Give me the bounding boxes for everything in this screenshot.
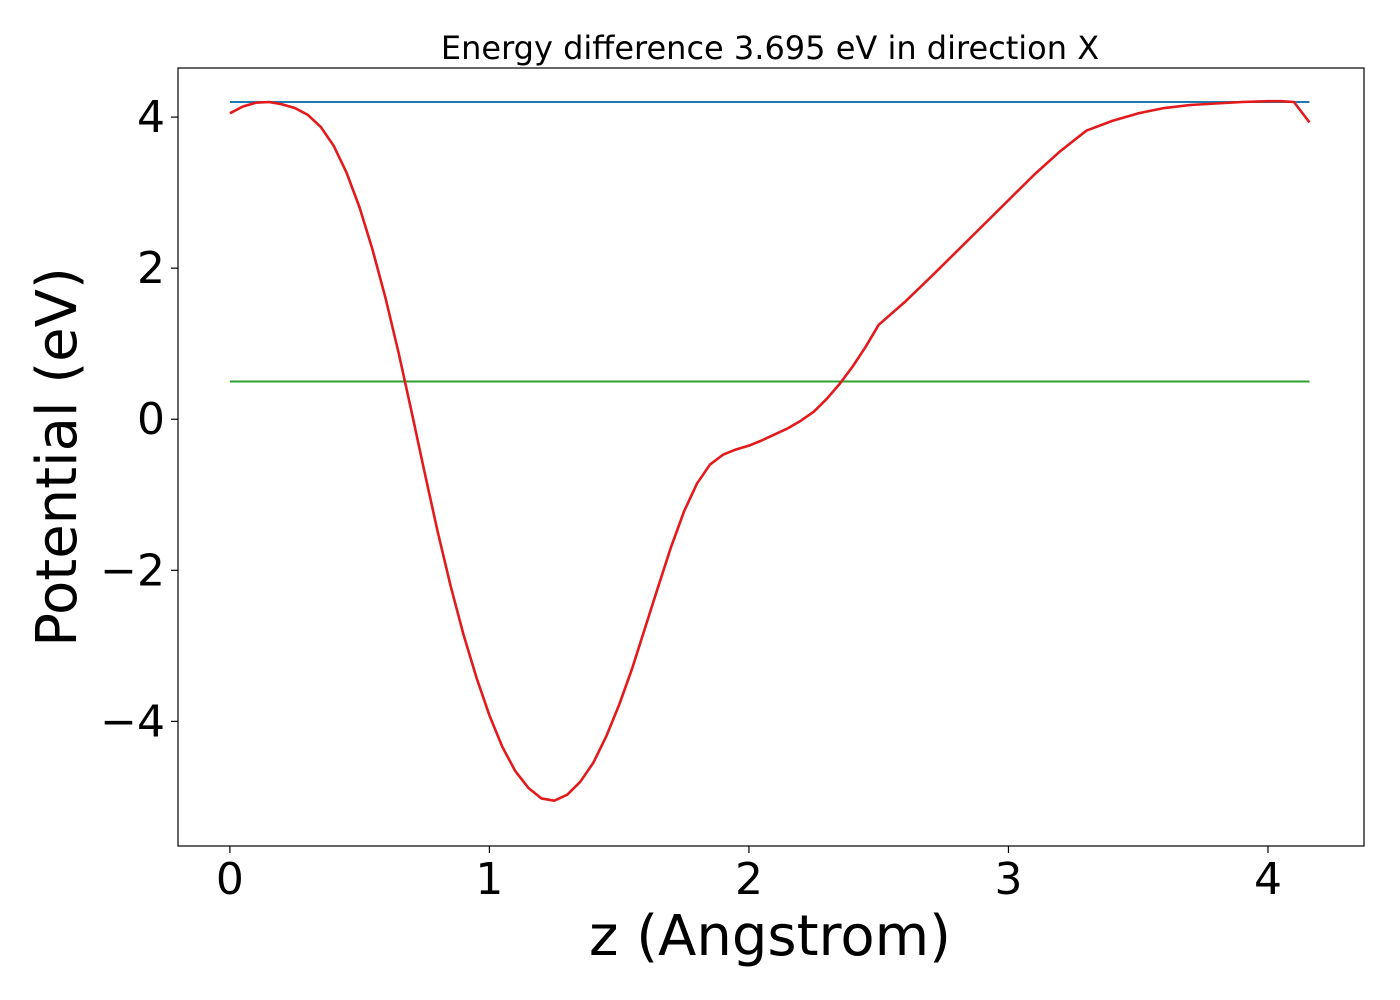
x-tick-label: 2 [735, 854, 763, 905]
chart-title: Energy difference 3.695 eV in direction … [441, 29, 1099, 67]
y-axis-label: Potential (eV) [25, 267, 90, 647]
y-tick-label: 0 [137, 394, 165, 445]
series-layer [229, 99, 1311, 802]
y-tick-label: 2 [137, 243, 165, 294]
x-tick-label: 1 [475, 854, 503, 905]
y-tick-label: −2 [100, 545, 165, 596]
x-axis: 0 1 2 3 4 [216, 846, 1282, 905]
y-tick-label: −4 [100, 696, 165, 747]
x-tick-label: 3 [994, 854, 1022, 905]
x-axis-label: z (Angstrom) [589, 904, 951, 969]
plot-area-frame [177, 67, 1365, 847]
x-tick-label: 0 [216, 854, 244, 905]
y-axis: −4 −2 0 2 4 [100, 92, 178, 747]
series-line-3 [229, 99, 1311, 802]
y-tick-label: 4 [137, 92, 165, 143]
x-tick-label: 4 [1254, 854, 1282, 905]
